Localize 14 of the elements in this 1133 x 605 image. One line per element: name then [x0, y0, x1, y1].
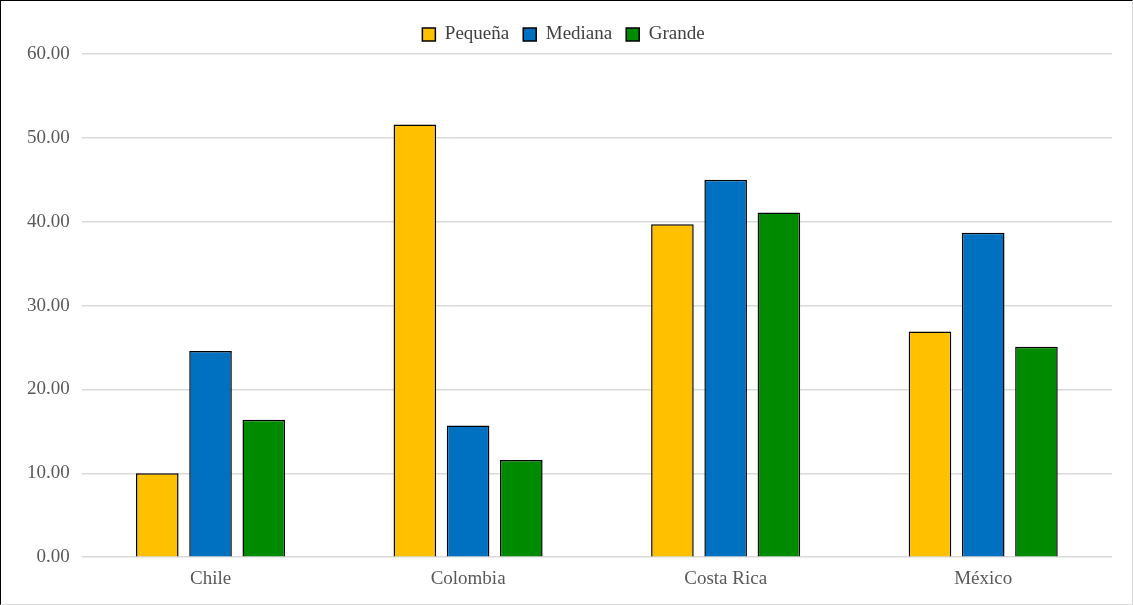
legend-label: Pequeña: [444, 22, 510, 44]
y-tick-label: 50.00: [27, 125, 70, 147]
legend-label: Mediana: [545, 22, 613, 44]
y-tick-label: 20.00: [27, 377, 70, 399]
y-tick-label: 30.00: [27, 293, 70, 315]
y-tick-label: 0.00: [36, 545, 70, 567]
x-tick-label: México: [954, 566, 1013, 588]
legend-label: Grande: [648, 22, 705, 44]
x-tick-label: Costa Rica: [684, 566, 768, 588]
y-tick-label: 40.00: [27, 209, 70, 231]
x-tick-label: Chile: [189, 566, 232, 588]
x-tick-label: Colombia: [430, 566, 507, 588]
y-tick-label: 60.00: [27, 41, 70, 63]
y-tick-label: 10.00: [27, 461, 70, 483]
